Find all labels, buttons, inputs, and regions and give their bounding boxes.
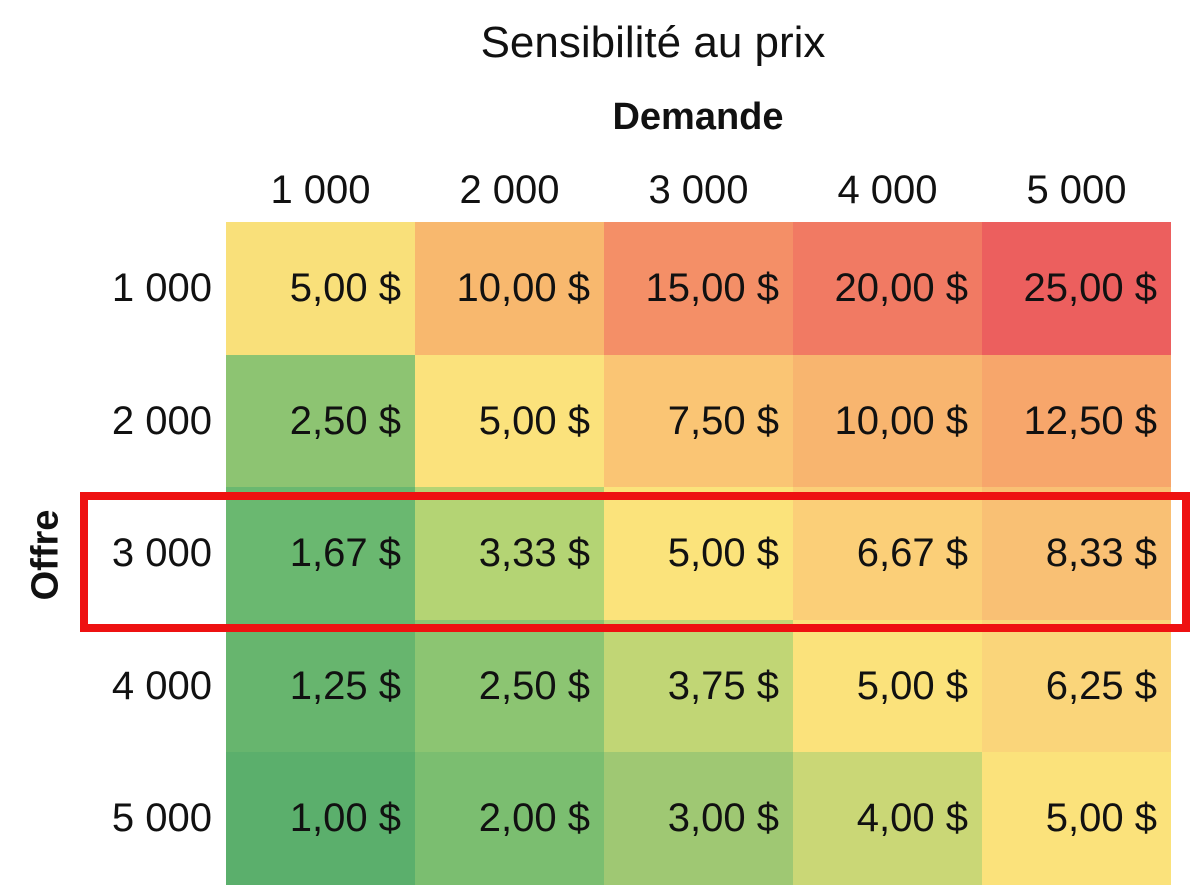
cell: 25,00 $ [982,222,1171,355]
cell: 1,25 $ [226,619,415,753]
row-header: 3 000 [111,531,212,576]
cell: 5,00 $ [982,752,1171,885]
column-header: 1 000 [270,168,371,212]
title: Sensibilité au prix [480,18,826,67]
cell: 12,50 $ [982,354,1171,488]
cell: 8,33 $ [982,487,1171,620]
cell: 5,00 $ [415,354,604,488]
cell: 2,00 $ [415,752,604,885]
row-header: 1 000 [111,266,212,310]
cell: 4,00 $ [793,752,982,885]
cell: 3,00 $ [604,752,793,885]
cell: 1,67 $ [226,487,415,620]
column-header: 3 000 [648,168,749,212]
cell: 20,00 $ [793,222,982,355]
cell: 3,33 $ [415,487,604,620]
cell: 1,00 $ [226,752,415,885]
cell: 2,50 $ [226,354,415,488]
cell: 2,50 $ [415,619,604,753]
cell: 10,00 $ [415,222,604,355]
cell: 5,00 $ [604,487,793,620]
row-header: 4 000 [111,663,212,708]
column-header: 5 000 [1026,168,1127,212]
cell: 5,00 $ [793,619,982,753]
column-axis-label: Demande [612,96,784,138]
cell: 6,67 $ [793,487,982,620]
row-header: 2 000 [111,398,212,443]
cell: 10,00 $ [793,354,982,488]
cell: 5,00 $ [226,222,415,355]
column-header: 4 000 [837,168,938,212]
column-header: 2 000 [459,168,560,212]
cell: 7,50 $ [604,354,793,488]
cell: 15,00 $ [604,222,793,355]
cell: 3,75 $ [604,619,793,753]
cell: 6,25 $ [982,619,1171,753]
row-header: 5 000 [111,796,212,841]
